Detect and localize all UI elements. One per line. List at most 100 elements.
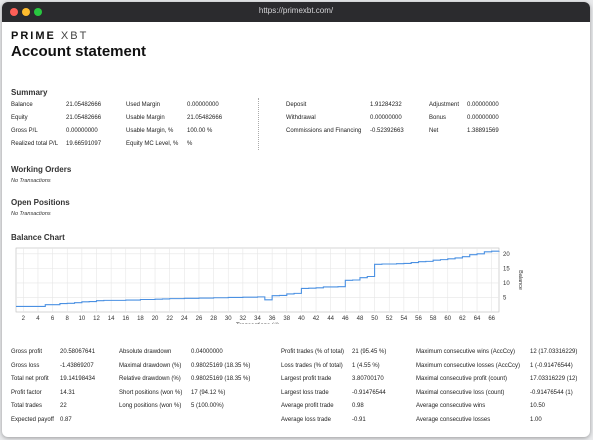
chart-x-tick-label: 62 — [459, 316, 466, 322]
stats-col3-value: 1 (4.55 %) — [352, 362, 380, 369]
summary-col3-value: 0.00000000 — [370, 115, 402, 121]
page-title: Account statement — [11, 43, 147, 60]
stats-col1-label: Gross profit — [11, 349, 43, 355]
stats-col4-label: Maximal consecutive loss (count) — [416, 389, 505, 396]
chart-x-tick-label: 26 — [196, 316, 203, 322]
chart-y-tick-label: 20 — [503, 252, 510, 258]
stats-col4-value: 10.50 — [530, 403, 546, 409]
chart-y-axis-label: Balance — [517, 270, 523, 290]
stats-col2-label: Relative drawdown (%) — [119, 376, 181, 382]
summary-col4-label: Net — [429, 128, 439, 134]
stats-col4-label: Average consecutive losses — [416, 416, 491, 423]
summary-col2-value: 100.00 % — [187, 128, 213, 134]
chart-x-tick-label: 46 — [342, 316, 349, 322]
chart-x-tick-label: 10 — [79, 316, 86, 322]
summary-col2-value: 0.00000000 — [187, 102, 219, 108]
summary-col4-value: 0.00000000 — [467, 102, 499, 108]
stats-col1-label: Profit factor — [11, 389, 42, 396]
chart-x-tick-label: 16 — [122, 316, 129, 322]
chart-x-tick-label: 14 — [108, 316, 115, 322]
summary-col3-label: Commissions and Financing — [286, 128, 362, 134]
summary-col4-label: Bonus — [429, 115, 447, 121]
stats-col3-label: Average profit trade — [281, 403, 334, 409]
chart-x-tick-label: 18 — [137, 316, 144, 322]
address-bar[interactable]: https://primexbt.com/ — [258, 6, 334, 15]
summary-col1-value: 21.05482666 — [66, 102, 102, 108]
chart-x-tick-label: 28 — [210, 316, 217, 322]
stats-col3-label: Loss trades (% of total) — [281, 362, 343, 369]
stats-col1-label: Gross loss — [11, 362, 40, 369]
summary-col2-value: 21.05482666 — [187, 115, 223, 121]
stats-col3-value: -0.91476544 — [352, 389, 386, 396]
summary-col3-label: Withdrawal — [286, 115, 316, 121]
stats-col2-value: 17 (94.12 %) — [191, 389, 226, 396]
summary-divider — [258, 98, 259, 150]
stats-col2-label: Long positions (won %) — [119, 403, 182, 409]
chart-x-axis-label: Transactions (#) — [236, 323, 279, 324]
summary-col2-value: % — [187, 141, 193, 147]
summary-col1-value: 21.05482666 — [66, 115, 102, 121]
stats-col1-value: 14.31 — [60, 389, 76, 396]
summary-col4-label: Adjustment — [429, 102, 460, 108]
chart-x-tick-label: 64 — [474, 316, 481, 322]
chart-x-tick-label: 38 — [283, 316, 290, 322]
stats-col4-label: Maximal consecutive profit (count) — [416, 376, 508, 382]
stats-col1-value: 20.58067641 — [60, 349, 96, 355]
close-window-button[interactable] — [10, 8, 18, 16]
chart-x-tick-label: 2 — [22, 316, 26, 322]
stats-col4-label: Maximum consecutive wins (AccCcy) — [416, 349, 516, 355]
stats-col3-value: 0.98 — [352, 403, 364, 409]
stats-col3-value: 21 (95.45 %) — [352, 349, 387, 355]
chart-x-tick-label: 54 — [401, 316, 408, 322]
stats-col4-label: Average consecutive wins — [416, 403, 486, 409]
chart-x-tick-label: 8 — [66, 316, 70, 322]
stats-col3-label: Profit trades (% of total) — [281, 349, 345, 355]
brand-logo[interactable]: PRIME XBT — [11, 30, 88, 42]
chart-x-tick-label: 20 — [152, 316, 159, 322]
summary-col2-label: Used Margin — [126, 102, 161, 108]
chart-x-tick-label: 12 — [93, 316, 100, 322]
summary-col1-label: Balance — [11, 102, 33, 108]
stats-col1-value: 19.14198434 — [60, 376, 96, 382]
summary-col1-value: 0.00000000 — [66, 128, 98, 134]
chart-x-tick-label: 60 — [444, 316, 451, 322]
stats-col3-label: Largest profit trade — [281, 376, 332, 382]
open-positions-empty: No Transactions — [11, 211, 51, 217]
summary-col1-label: Equity — [11, 115, 28, 121]
summary-col4-value: 0.00000000 — [467, 115, 499, 121]
stats-col1-value: 0.87 — [60, 416, 72, 423]
summary-col1-value: 19.66591097 — [66, 141, 102, 147]
chart-x-tick-label: 48 — [357, 316, 364, 322]
chart-x-tick-label: 66 — [488, 316, 495, 322]
chart-x-tick-label: 56 — [415, 316, 422, 322]
minimize-window-button[interactable] — [22, 8, 30, 16]
balance-chart: 2 4 6 8 10 12 14 16 18 20 22 24 26 28 30 32 34 36 38 40 42 44… — [15, 247, 523, 324]
chart-x-tick-label: 30 — [225, 316, 232, 322]
browser-titlebar: https://primexbt.com/ — [2, 2, 590, 22]
stats-col3-value: -0.91 — [352, 416, 366, 423]
stats-col2-value: 0.04000000 — [191, 349, 223, 355]
chart-x-tick-label: 50 — [371, 316, 378, 322]
stats-col1-label: Total trades — [11, 403, 43, 409]
chart-x-tick-label: 24 — [181, 316, 188, 322]
stats-col2-value: 5 (100.00%) — [191, 403, 224, 409]
summary-col1-label: Gross P/L — [11, 128, 38, 134]
maximize-window-button[interactable] — [34, 8, 42, 16]
summary-heading: Summary — [11, 88, 48, 97]
chart-x-tick-label: 4 — [36, 316, 40, 322]
chart-x-tick-label: 40 — [298, 316, 305, 322]
stats-col3-value: 3.80700170 — [352, 376, 384, 382]
summary-col2-label: Usable Margin — [126, 115, 165, 121]
stats-col2-label: Maximal drawdown (%) — [119, 362, 182, 369]
stats-col4-value: 1 (-0.91476544) — [530, 362, 573, 369]
stats-col1-value: 22 — [60, 403, 67, 409]
chart-x-tick-label: 42 — [313, 316, 320, 322]
chart-y-tick-label: 10 — [503, 281, 510, 287]
page-content: PRIME XBT Account statement Summary Bala… — [2, 22, 590, 437]
summary-col2-label: Equity MC Level, % — [126, 141, 179, 147]
chart-x-tick-label: 32 — [240, 316, 247, 322]
open-positions-heading: Open Positions — [11, 198, 70, 207]
stats-col4-value: 17.03316229 (12) — [530, 376, 578, 382]
summary-col3-label: Deposit — [286, 102, 307, 108]
